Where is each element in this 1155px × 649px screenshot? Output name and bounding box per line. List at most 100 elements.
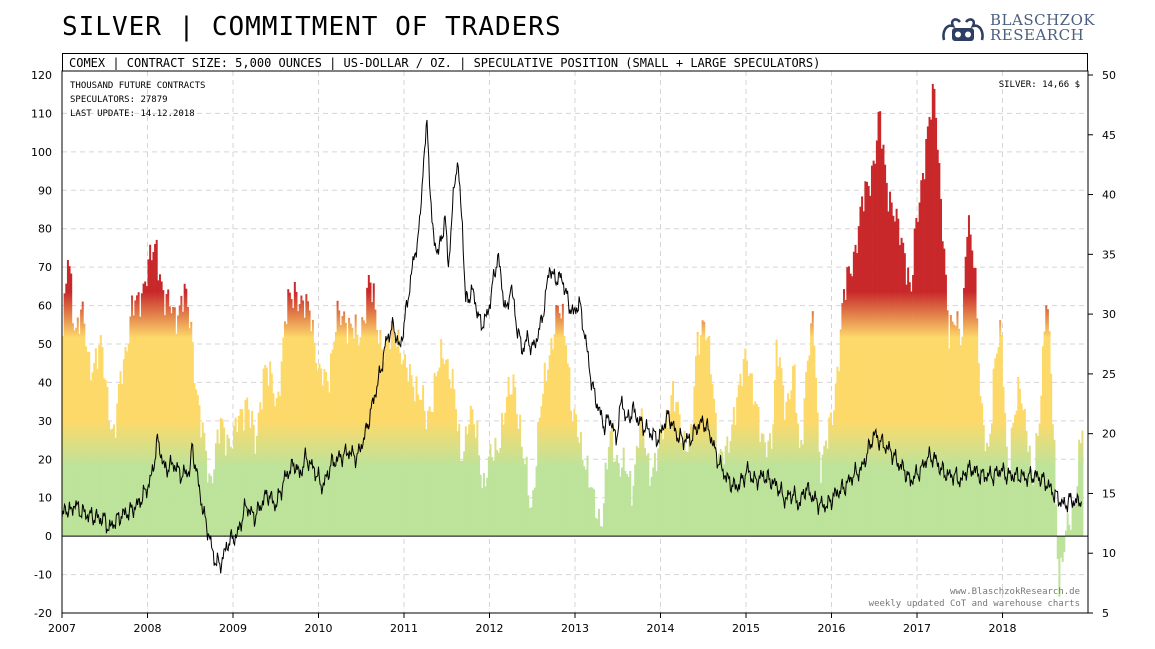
x-tick-label: 2010 [305, 622, 333, 635]
position-bar [987, 446, 990, 537]
left-tick-label: 100 [31, 146, 52, 159]
position-bar [104, 380, 107, 537]
position-bar [438, 367, 441, 537]
position-bar [292, 308, 295, 537]
position-bar [630, 505, 633, 537]
position-bar [836, 366, 839, 537]
position-bar [1055, 504, 1058, 537]
position-bar [124, 346, 127, 537]
position-bar [828, 417, 831, 537]
position-bar [780, 368, 783, 537]
position-bar [1079, 443, 1082, 537]
position-bar [463, 451, 466, 537]
x-tick-label: 2009 [219, 622, 247, 635]
position-bar [265, 367, 268, 537]
logo-text-line1: BLASCHZOK [990, 11, 1096, 29]
position-bar [134, 300, 137, 537]
position-bar [203, 432, 206, 537]
position-bar [338, 310, 341, 537]
position-bar [805, 371, 808, 537]
position-bar [108, 421, 111, 537]
position-bar [948, 348, 951, 537]
position-bar [157, 280, 160, 537]
position-bar [382, 361, 385, 537]
position-bar [150, 260, 153, 537]
position-bar [1071, 504, 1074, 537]
position-bar [387, 340, 390, 537]
position-bar [847, 266, 850, 537]
position-bar [242, 430, 245, 537]
position-bar [191, 342, 194, 537]
position-bar [777, 366, 780, 537]
logo-emblem-icon [942, 18, 984, 41]
position-bar [545, 381, 548, 537]
position-bar [818, 451, 821, 537]
position-bar [484, 486, 487, 537]
position-bar [233, 425, 235, 537]
position-bar [272, 393, 275, 537]
position-bar [356, 334, 359, 537]
position-bar [293, 281, 296, 537]
position-bar [872, 160, 875, 537]
position-bar [155, 239, 158, 537]
position-bar [650, 476, 653, 537]
position-bar [589, 487, 592, 537]
position-bar [446, 358, 449, 537]
position-bar [514, 387, 517, 537]
position-bar [200, 437, 203, 537]
position-bar [402, 360, 405, 537]
position-bar [76, 317, 79, 537]
position-bar [251, 410, 254, 537]
right-tick-label: 20 [1102, 428, 1116, 441]
position-bar [1050, 373, 1053, 537]
position-bar [841, 303, 844, 537]
position-bar [910, 291, 913, 537]
position-bar [349, 323, 352, 537]
position-bar [331, 349, 334, 537]
position-bar [547, 369, 550, 537]
position-bar [857, 226, 860, 537]
position-bar [175, 333, 178, 537]
position-bar [80, 309, 83, 537]
position-bar [445, 359, 448, 537]
position-bar [737, 384, 740, 537]
position-bar [492, 460, 495, 537]
x-tick-label: 2007 [48, 622, 76, 635]
position-bar [290, 299, 293, 537]
position-bar [131, 295, 134, 537]
position-bar [344, 322, 347, 537]
position-bar [374, 309, 377, 537]
position-bar [944, 274, 947, 537]
position-bar [477, 455, 480, 537]
position-bar [81, 301, 84, 537]
position-bar [1056, 536, 1059, 559]
position-bar [1061, 536, 1064, 563]
position-bar [417, 394, 420, 537]
position-bar [173, 307, 176, 537]
position-bar [744, 348, 747, 537]
position-bar [568, 367, 571, 537]
position-bar [178, 305, 181, 537]
position-bar [690, 424, 693, 537]
position-bar [479, 474, 482, 537]
position-bar [673, 411, 676, 537]
position-bar [655, 471, 658, 537]
position-bar [849, 273, 852, 537]
left-tick-label: 30 [38, 415, 52, 428]
position-bar [328, 392, 331, 537]
position-bar [379, 330, 382, 537]
position-bar [667, 427, 670, 537]
right-tick-label: 10 [1102, 547, 1116, 560]
position-bar [967, 215, 970, 537]
position-bar [792, 366, 795, 537]
position-bar [895, 208, 898, 537]
position-bar [678, 414, 681, 537]
position-bar [798, 447, 801, 537]
position-bar [494, 437, 497, 537]
position-bar [946, 310, 949, 537]
position-bar [680, 443, 683, 537]
position-bar [921, 173, 924, 537]
position-bar [237, 415, 240, 537]
left-tick-label: 10 [38, 492, 52, 505]
position-bar [838, 371, 841, 537]
